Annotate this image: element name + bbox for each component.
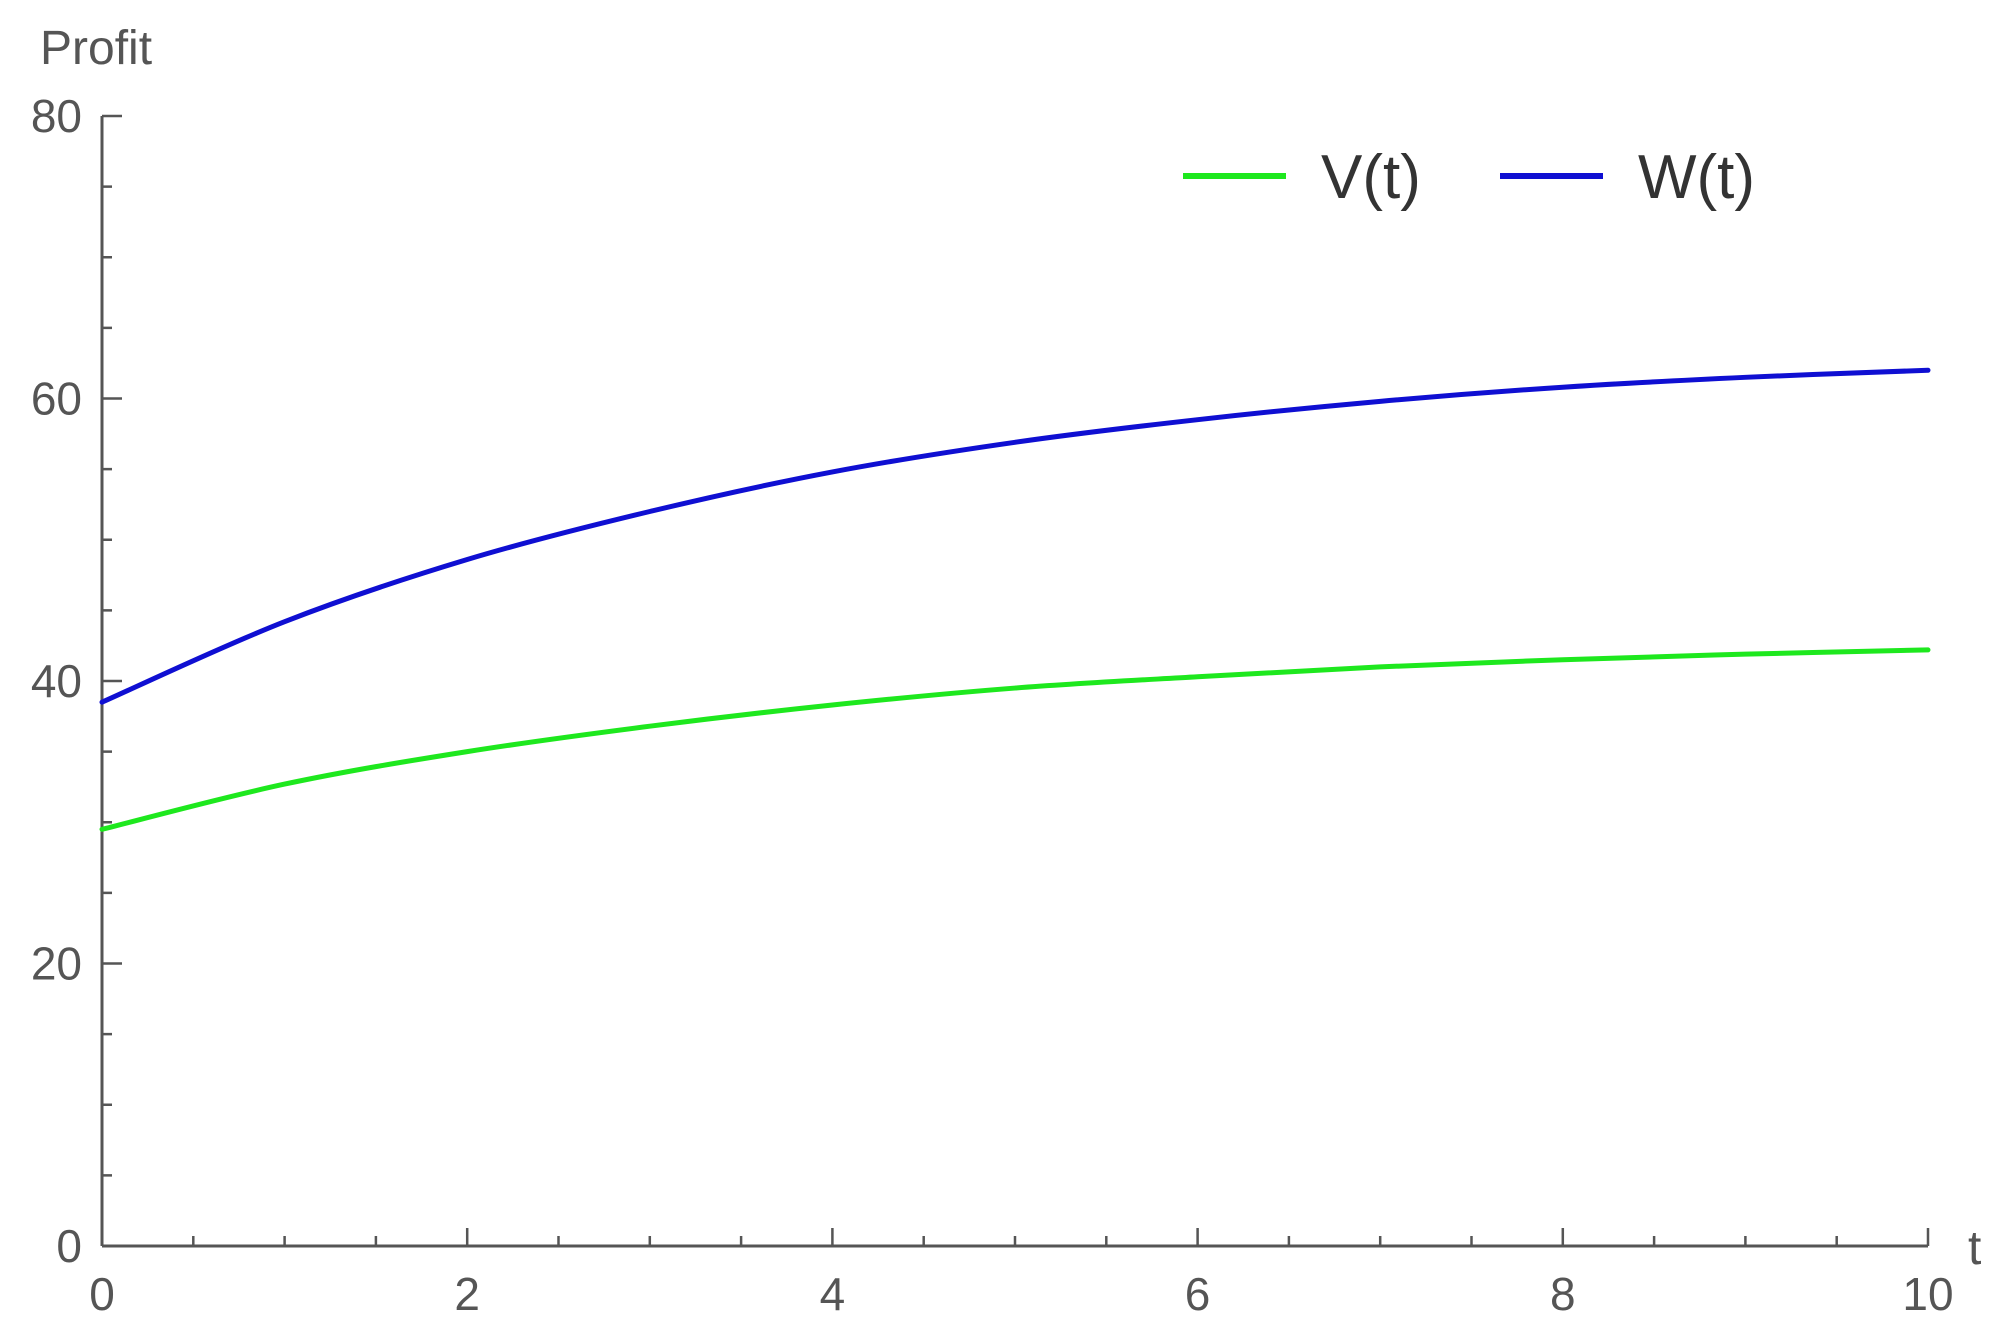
- y-tick-label: 80: [31, 90, 82, 142]
- legend: V(t) W(t): [1183, 143, 1755, 212]
- series-line-vt: [99, 647, 1931, 832]
- x-tick-label: 2: [454, 1268, 480, 1320]
- legend-label-vt: V(t): [1321, 143, 1421, 212]
- x-tick-label: 4: [820, 1268, 846, 1320]
- legend-label-wt: W(t): [1638, 143, 1755, 212]
- y-tick-label: 0: [56, 1220, 82, 1272]
- x-tick-label: 0: [89, 1268, 115, 1320]
- series-line-wt: [99, 367, 1931, 705]
- x-tick-label: 10: [1902, 1268, 1953, 1320]
- axes: [100, 116, 1928, 1248]
- y-tick-label: 60: [31, 373, 82, 425]
- x-axis-title: t: [1968, 1222, 1981, 1275]
- series-layer: [99, 367, 1931, 832]
- y-tick-label: 20: [31, 938, 82, 990]
- ticks: 0 2 4 6 8 10 0 20 40 60 80: [31, 90, 1954, 1320]
- y-axis-title: Profit: [40, 22, 152, 75]
- y-tick-label: 40: [31, 655, 82, 707]
- x-tick-label: 8: [1550, 1268, 1576, 1320]
- x-tick-label: 6: [1185, 1268, 1211, 1320]
